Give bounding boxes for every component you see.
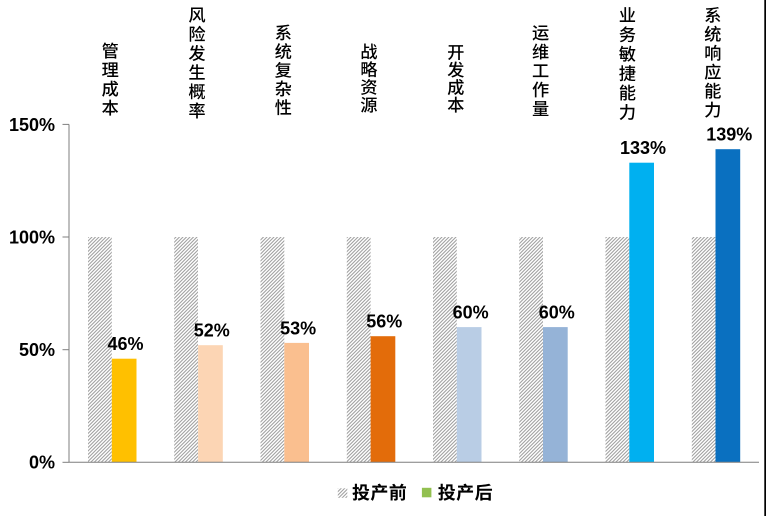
svg-text:60%: 60% [539, 303, 575, 323]
svg-text:139%: 139% [706, 125, 752, 145]
svg-text:53%: 53% [280, 318, 316, 338]
svg-text:150%: 150% [9, 115, 55, 135]
svg-text:50%: 50% [19, 340, 55, 360]
svg-text:100%: 100% [9, 227, 55, 247]
svg-text:0%: 0% [29, 453, 55, 473]
svg-text:133%: 133% [620, 138, 666, 158]
svg-text:52%: 52% [194, 321, 230, 341]
svg-text:46%: 46% [107, 334, 143, 354]
svg-text:56%: 56% [366, 312, 402, 332]
svg-text:60%: 60% [453, 303, 489, 323]
